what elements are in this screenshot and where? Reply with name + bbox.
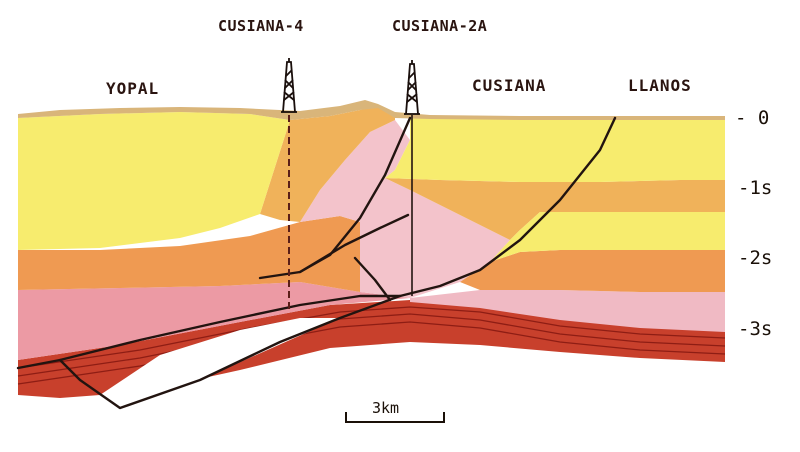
scale-bar-line — [345, 412, 445, 423]
scale-bar: 3km — [345, 399, 445, 423]
scale-bar-label: 3km — [372, 399, 399, 417]
basal-detachment-fault — [58, 294, 402, 410]
backthrust-fault — [298, 213, 410, 274]
depth-tick-0: - 0 — [735, 107, 769, 129]
derrick-icon — [404, 60, 420, 115]
well-label-cusiana-2a: CUSIANA-2A — [392, 17, 487, 35]
ground-surface — [18, 100, 725, 120]
depth-tick-2s: -2s — [738, 247, 772, 269]
orange-right-upper-layer — [385, 178, 725, 240]
cusiana-fault — [258, 116, 412, 280]
depth-tick-1s: -1s — [738, 177, 772, 199]
yellow-right-upper-layer — [385, 118, 725, 182]
footwall-white-area — [100, 318, 340, 408]
minor-fault — [353, 256, 392, 302]
fault-lines — [16, 116, 617, 410]
location-label-cusiana: CUSIANA — [472, 76, 546, 95]
pink-lower-layer — [410, 290, 725, 332]
location-label-yopal: YOPAL — [106, 79, 159, 98]
pink-left-layer — [18, 282, 410, 360]
yellow-left-upper-layer — [18, 112, 290, 250]
orange-left-layer — [18, 216, 360, 292]
well-label-cusiana-4: CUSIANA-4 — [218, 17, 304, 35]
depth-tick-3s: -3s — [738, 318, 772, 340]
derrick-icon — [281, 58, 297, 113]
yellow-right-middle-layer — [490, 212, 725, 262]
location-label-llanos: LLANOS — [628, 76, 692, 95]
pink-anticline-core — [300, 120, 510, 298]
orange-right-lower-layer — [460, 250, 725, 292]
well-cusiana-4 — [281, 58, 297, 312]
orange-crest-layer — [260, 106, 395, 222]
well-cusiana-2a — [404, 60, 420, 296]
